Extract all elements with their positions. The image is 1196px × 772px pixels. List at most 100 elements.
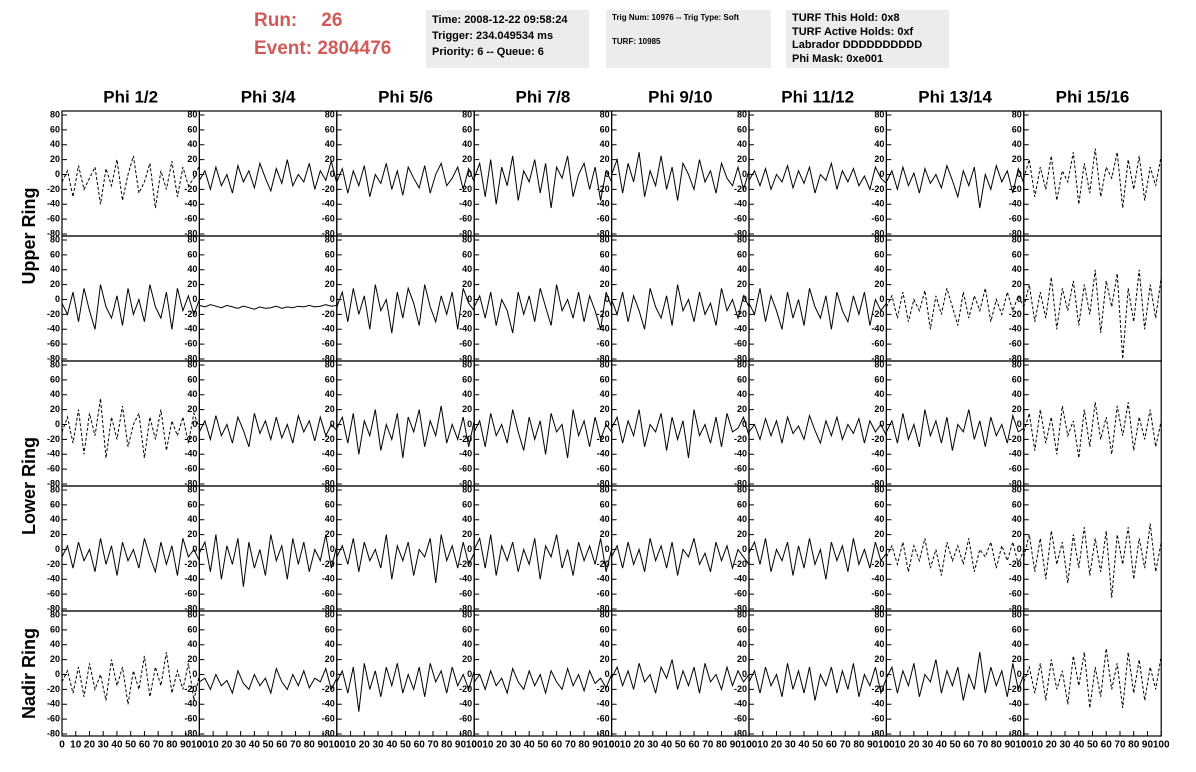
waveform: [61, 652, 200, 705]
x-tick-label: 0: [884, 740, 890, 751]
event: Event: 2804476: [254, 38, 391, 60]
x-tick-label: 50: [537, 740, 549, 751]
x-tick-label: 0: [609, 740, 615, 751]
y-tick-label: -40: [459, 199, 472, 209]
y-tick-label: -60: [871, 464, 884, 474]
x-tick-label: 100: [603, 740, 620, 751]
y-tick-label: 20: [1012, 404, 1022, 414]
y-tick-label: 80: [50, 109, 60, 119]
waveform: [336, 534, 475, 584]
y-tick-label: 40: [600, 514, 610, 524]
y-tick-label: 80: [462, 359, 472, 369]
y-tick-label: 60: [50, 374, 60, 384]
y-tick-label: 80: [50, 484, 60, 494]
x-tick-label: 90: [1004, 740, 1016, 751]
y-tick-label: 60: [187, 249, 197, 259]
panel-frame: [473, 485, 613, 612]
y-tick-label: 0: [467, 544, 472, 554]
x-tick-label: 20: [634, 740, 646, 751]
y-tick-label: 80: [737, 234, 747, 244]
y-tick-label: -80: [322, 228, 335, 238]
y-tick-label: 0: [605, 169, 610, 179]
y-tick-label: 80: [325, 109, 335, 119]
waveform: [199, 304, 337, 310]
y-tick-label: -60: [734, 464, 747, 474]
waveform: [198, 159, 338, 194]
panel-frame: [198, 360, 338, 487]
ring-label: Upper Ring: [19, 188, 39, 285]
y-tick-label: 0: [467, 294, 472, 304]
y-tick-label: -40: [184, 699, 197, 709]
y-tick-label: -40: [184, 574, 197, 584]
run-number: 26: [321, 10, 343, 31]
run: Run: 26: [254, 10, 342, 32]
y-tick-label: 60: [737, 124, 747, 134]
x-tick-label: 80: [166, 740, 178, 751]
x-tick-label: 70: [840, 740, 852, 751]
y-tick-label: -40: [184, 324, 197, 334]
y-tick-label: -80: [734, 478, 747, 488]
y-tick-label: 0: [1017, 419, 1022, 429]
y-tick-label: 20: [737, 279, 747, 289]
waveform: [199, 666, 338, 695]
x-tick-label: 70: [153, 740, 165, 751]
waveform: [1023, 648, 1162, 709]
x-tick-label: 30: [98, 740, 110, 751]
y-tick-label: -20: [184, 559, 197, 569]
y-tick-label: -80: [734, 728, 747, 738]
panel-frame: [198, 235, 338, 362]
y-tick-label: -60: [184, 214, 197, 224]
y-tick-label: -20: [871, 434, 884, 444]
waveform: [611, 152, 750, 201]
y-tick-label: 40: [737, 264, 747, 274]
x-tick-label: 40: [1073, 740, 1085, 751]
y-tick-label: 20: [325, 154, 335, 164]
y-tick-label: 20: [187, 154, 197, 164]
y-tick-label: 80: [325, 484, 335, 494]
y-tick-label: -20: [871, 309, 884, 319]
y-tick-label: 20: [737, 154, 747, 164]
y-tick-label: 80: [600, 234, 610, 244]
panel-frame: [336, 485, 475, 612]
y-tick-label: 0: [879, 419, 884, 429]
y-tick-label: -20: [597, 184, 610, 194]
y-tick-label: -80: [47, 353, 60, 363]
y-tick-label: -20: [322, 184, 335, 194]
y-tick-label: -60: [597, 589, 610, 599]
x-tick-label: 40: [111, 740, 123, 751]
y-tick-label: -60: [871, 589, 884, 599]
y-tick-label: 0: [879, 294, 884, 304]
x-tick-label: 20: [84, 740, 96, 751]
y-tick-label: 0: [55, 669, 60, 679]
y-tick-label: 60: [325, 249, 335, 259]
x-tick-label: 50: [125, 740, 137, 751]
waveform: [748, 288, 887, 330]
y-tick-label: 80: [325, 234, 335, 244]
y-tick-label: -40: [871, 574, 884, 584]
y-tick-label: -40: [1009, 699, 1022, 709]
y-tick-label: 60: [187, 374, 197, 384]
y-tick-label: 40: [1012, 389, 1022, 399]
y-tick-label: 60: [874, 249, 884, 259]
y-tick-label: 80: [325, 359, 335, 369]
y-tick-label: 20: [325, 529, 335, 539]
y-tick-label: 20: [600, 154, 610, 164]
y-tick-label: -40: [597, 324, 610, 334]
y-tick-label: 60: [1012, 249, 1022, 259]
x-tick-label: 0: [746, 740, 752, 751]
y-tick-label: -20: [1009, 184, 1022, 194]
y-tick-label: -20: [184, 434, 197, 444]
y-tick-label: 20: [874, 154, 884, 164]
y-tick-label: -20: [322, 309, 335, 319]
y-tick-label: 40: [600, 639, 610, 649]
y-tick-label: -40: [322, 199, 335, 209]
y-tick-label: 40: [325, 514, 335, 524]
y-tick-label: -60: [184, 339, 197, 349]
y-tick-label: -80: [322, 603, 335, 613]
waveform: [473, 534, 613, 580]
event-label: Event:: [254, 38, 313, 59]
x-tick-label: 0: [59, 740, 65, 751]
y-tick-label: -80: [459, 603, 472, 613]
y-tick-label: 40: [325, 389, 335, 399]
y-tick-label: 80: [187, 109, 197, 119]
